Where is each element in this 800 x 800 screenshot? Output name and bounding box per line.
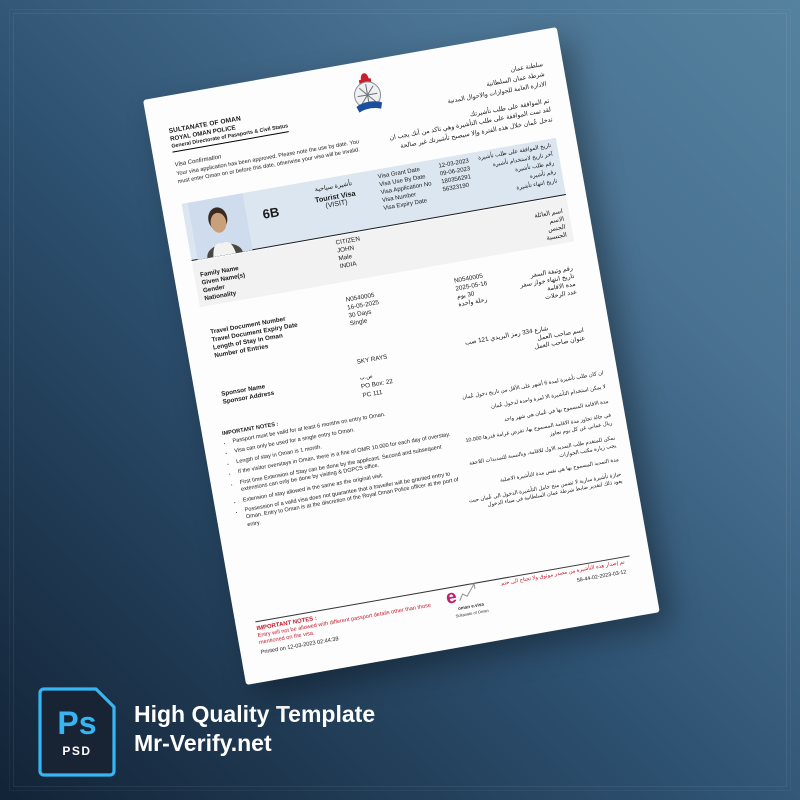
svg-text:e: e <box>444 586 458 609</box>
